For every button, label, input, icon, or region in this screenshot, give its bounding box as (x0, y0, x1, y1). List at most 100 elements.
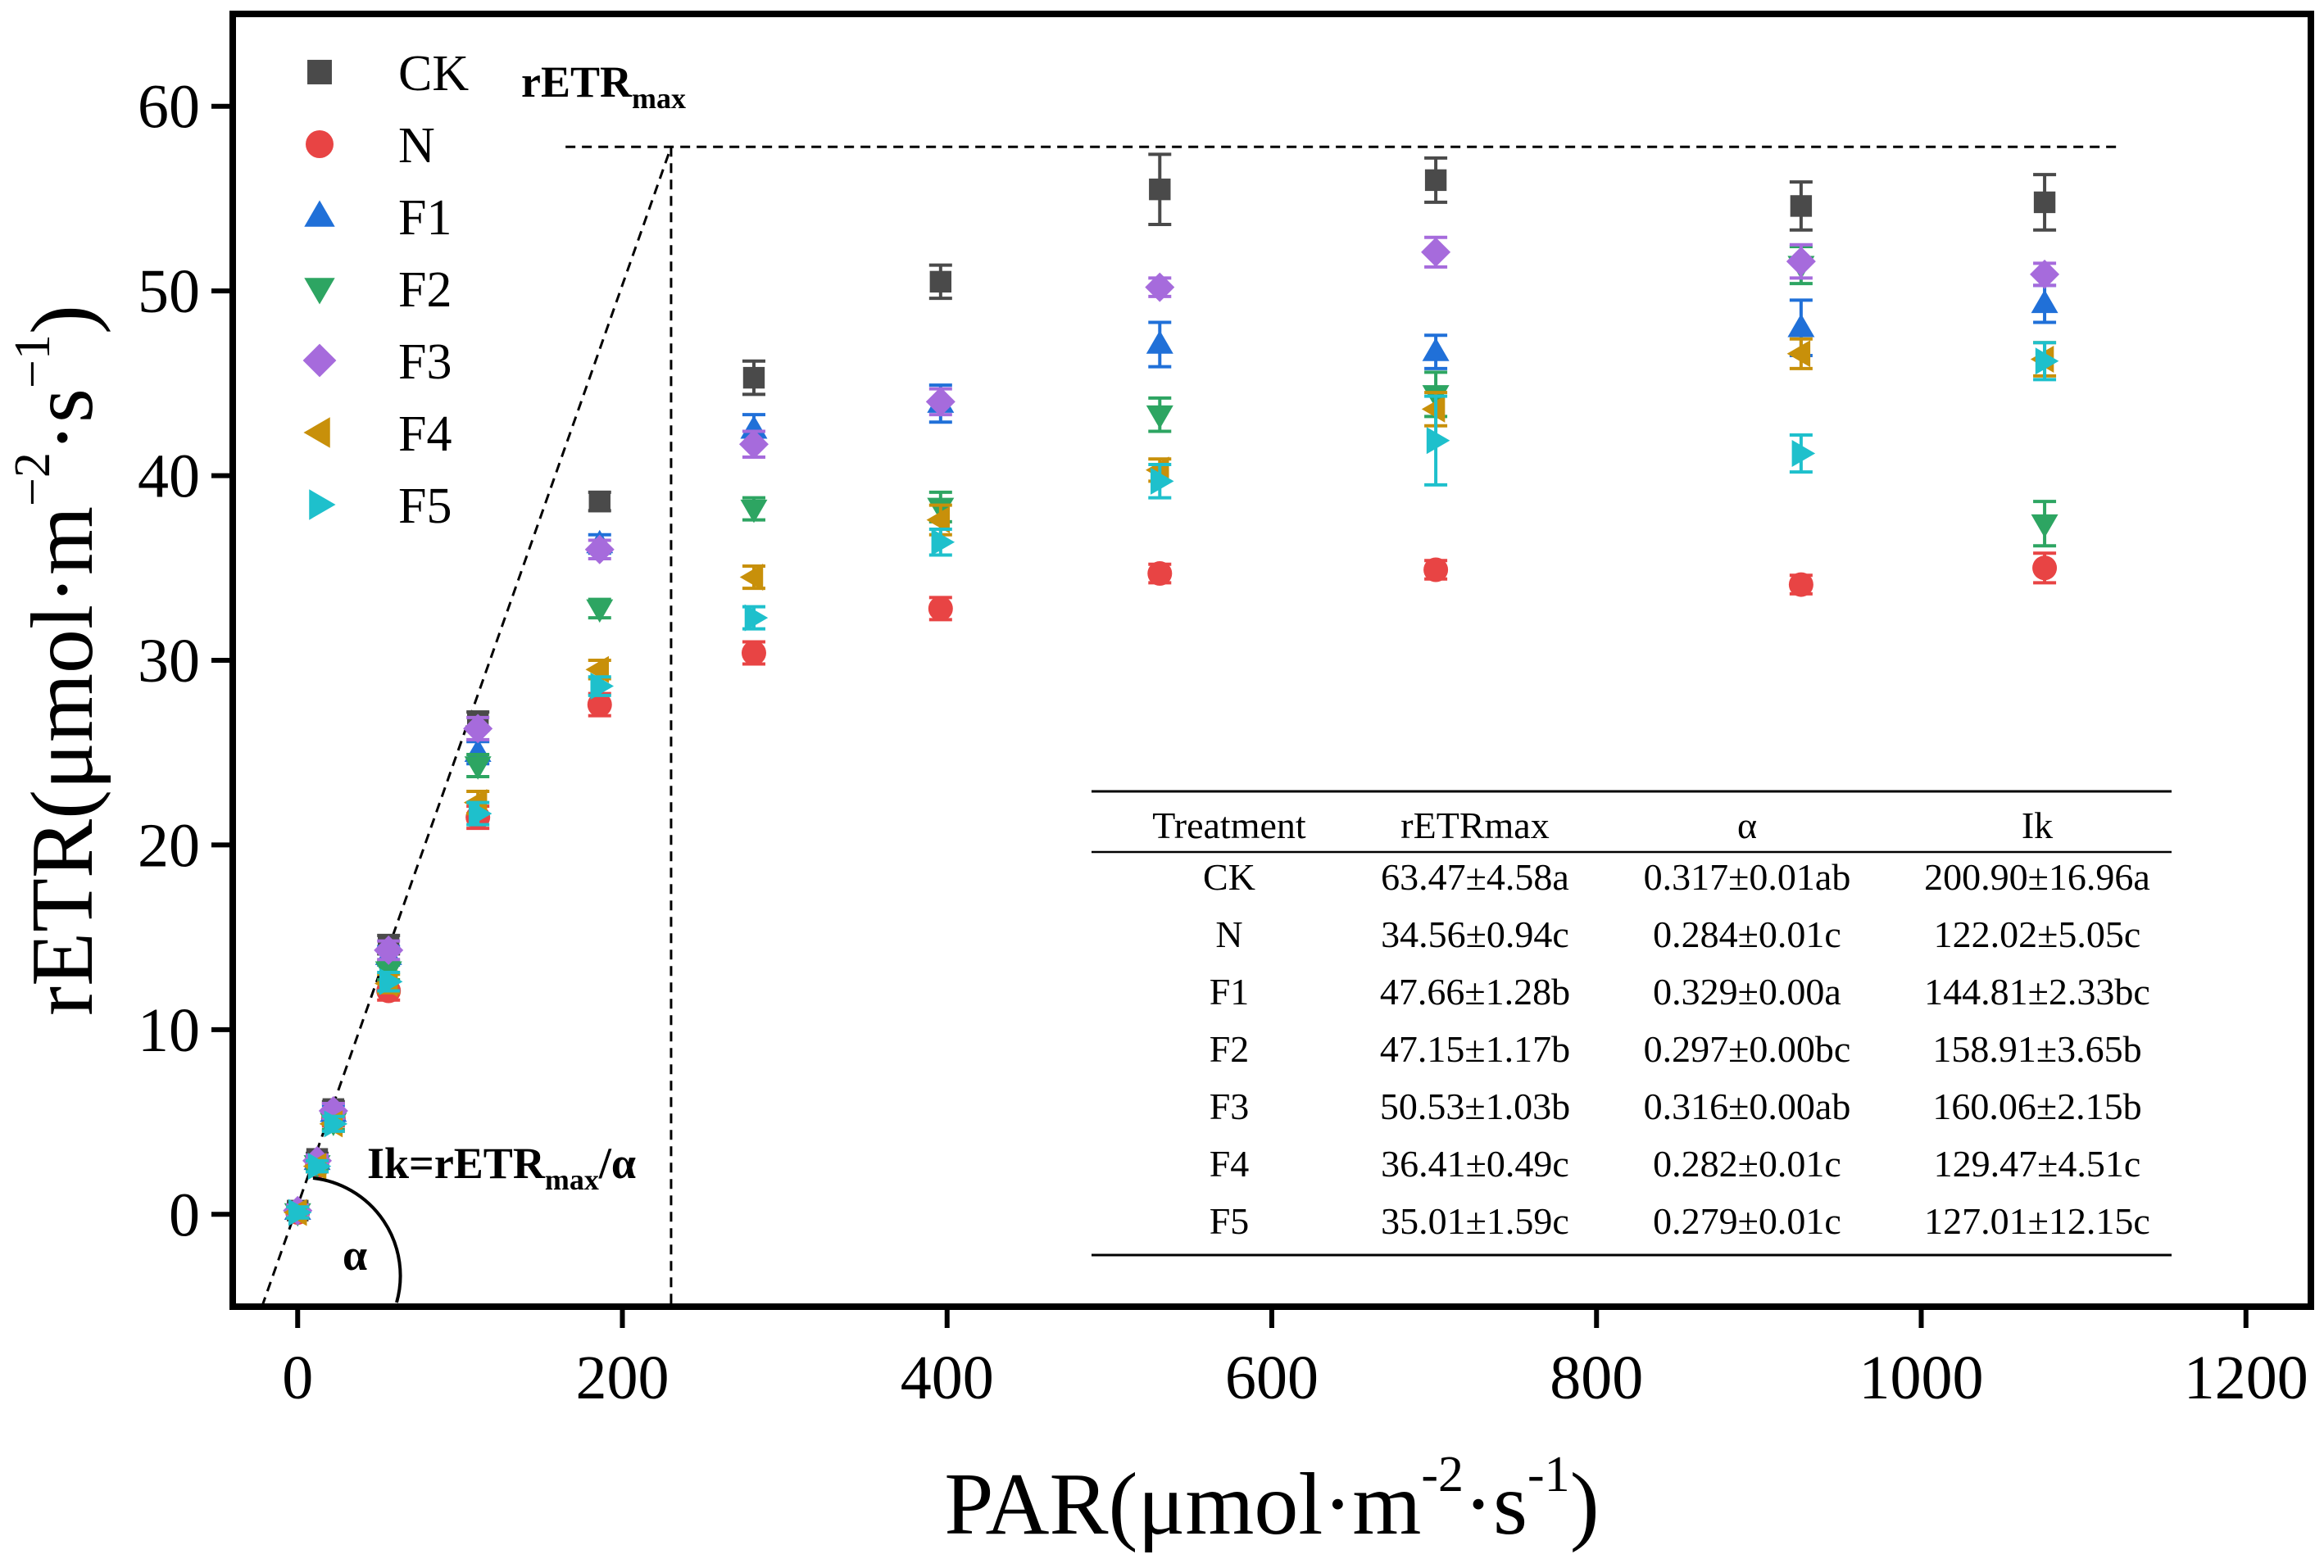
table-cell: 35.01±1.59c (1381, 1200, 1569, 1242)
data-point-n (741, 640, 766, 665)
legend-item-ck: CK (307, 46, 469, 102)
table-cell: F5 (1210, 1200, 1250, 1242)
table-cell: 144.81±2.33bc (1924, 971, 2150, 1013)
data-point-f3 (2030, 259, 2060, 289)
x-tick-label: 200 (576, 1344, 670, 1412)
data-point-f2 (2031, 514, 2058, 538)
legend-marker-ck (307, 60, 332, 84)
data-point-f2 (464, 756, 492, 780)
data-point-f3 (1786, 247, 1816, 277)
table-cell: 129.47±4.51c (1934, 1143, 2141, 1185)
data-point-f4 (1786, 340, 1811, 368)
data-point-ck (1149, 178, 1171, 201)
table-cell: 34.56±0.94c (1381, 913, 1569, 955)
table-cell: F3 (1210, 1085, 1250, 1127)
legend-item-f4: F4 (303, 406, 452, 462)
legend-label: F4 (398, 406, 452, 462)
y-tick-label: 10 (138, 996, 200, 1065)
y-tick-label: 30 (138, 627, 200, 696)
data-point-f3 (463, 714, 493, 744)
alpha-annotation: α (343, 1230, 367, 1280)
data-point-f4 (739, 564, 764, 591)
data-point-n (1147, 561, 1173, 587)
summary-table: Treatment rETRmax α Ik CK 63.47±4.58a 0.317±0.… (1092, 790, 2172, 1257)
table-cell: 127.01±12.15c (1924, 1200, 2150, 1242)
legend-marker-f3 (302, 343, 337, 378)
table-cell: 160.06±2.15b (1932, 1085, 2141, 1127)
table-cell: F4 (1210, 1143, 1250, 1185)
legend-label: F2 (398, 262, 452, 318)
table-header-row: Treatment rETRmax α Ik (1152, 804, 2053, 846)
data-point-ck (1424, 169, 1447, 192)
data-point-f2 (1146, 405, 1173, 429)
data-point-f2 (586, 599, 614, 623)
data-point-ck (929, 270, 952, 293)
data-point-f3 (374, 935, 404, 965)
data-point-f5 (324, 1110, 348, 1138)
table-row: F5 35.01±1.59c 0.279±0.01c 127.01±12.15c (1210, 1200, 2150, 1242)
table-cell: 50.53±1.03b (1380, 1085, 1570, 1127)
data-point-n (2032, 555, 2058, 581)
table-cell: 63.47±4.58a (1381, 856, 1569, 898)
x-tick-label: 1000 (1859, 1344, 1984, 1412)
table-cell: 200.90±16.96a (1924, 856, 2150, 898)
data-point-f1 (2031, 289, 2058, 314)
data-point-f1 (1146, 330, 1173, 354)
series-layer (283, 152, 2060, 1227)
legend-label: F5 (398, 478, 452, 534)
y-tick-label: 40 (138, 442, 200, 511)
data-point-ck (742, 366, 765, 389)
table-row: N 34.56±0.94c 0.284±0.01c 122.02±5.05c (1215, 913, 2140, 955)
series-f3 (283, 235, 2060, 1226)
y-axis-title: rETR(μmol·m−2·s−1) (5, 305, 111, 1016)
table-row: F4 36.41±0.49c 0.282±0.01c 129.47±4.51c (1210, 1143, 2141, 1185)
legend-marker-f5 (309, 489, 336, 520)
series-f5 (286, 341, 2059, 1226)
y-tick-label: 20 (138, 811, 200, 880)
retrmax-annotation: rETRmax (521, 57, 686, 115)
y-tick-label: 0 (169, 1181, 200, 1249)
data-point-ck (1790, 195, 1813, 217)
table-cell: F1 (1210, 971, 1250, 1013)
axes-layer: 0 200 400 600 800 1000 1200 0 10 20 30 40 50 60 (138, 73, 2308, 1412)
legend-label: F3 (398, 334, 452, 390)
x-tick-label: 600 (1225, 1344, 1319, 1412)
legend-label: N (398, 118, 435, 174)
data-point-f3 (584, 534, 615, 564)
table-cell: 122.02±5.05c (1934, 913, 2141, 955)
data-point-n (1423, 557, 1449, 582)
data-point-f5 (1791, 440, 1816, 468)
table-cell: N (1215, 913, 1242, 955)
data-point-f1 (1422, 338, 1450, 361)
data-point-f5 (2035, 347, 2059, 375)
ik-annotation: Ik=rETRmax/α (367, 1139, 636, 1196)
table-cell: 0.284±0.01c (1653, 913, 1841, 955)
legend-item-f2: F2 (304, 262, 452, 318)
alpha-angle-arc (312, 1176, 402, 1303)
y-tick-label: 50 (138, 257, 200, 326)
data-point-f3 (1421, 237, 1451, 267)
data-point-f5 (379, 968, 403, 995)
table-cell: 47.15±1.17b (1380, 1028, 1570, 1070)
data-point-ck (2033, 191, 2056, 214)
table-row: F3 50.53±1.03b 0.316±0.00ab 160.06±2.15b (1210, 1085, 2142, 1127)
data-point-f3 (1145, 272, 1175, 302)
table-cell: 47.66±1.28b (1380, 971, 1570, 1013)
data-point-f2 (740, 499, 768, 523)
data-point-ck (588, 490, 611, 513)
data-point-f5 (468, 800, 492, 827)
data-point-f3 (925, 387, 955, 417)
table-header-cell: rETRmax (1400, 804, 1549, 846)
table-cell: 0.316±0.00ab (1644, 1085, 1851, 1127)
table-row: F2 47.15±1.17b 0.297±0.00bc 158.91±3.65b (1210, 1028, 2142, 1070)
legend-marker-f2 (304, 278, 335, 305)
table-cell: 0.329±0.00a (1653, 971, 1841, 1013)
data-point-f5 (931, 528, 955, 556)
x-tick-label: 1200 (2184, 1344, 2308, 1412)
table-cell: 36.41±0.49c (1381, 1143, 1569, 1185)
x-tick-label: 400 (901, 1344, 994, 1412)
table-header-cell: α (1737, 804, 1757, 846)
table-cell: F2 (1210, 1028, 1250, 1070)
table-cell: 0.317±0.01ab (1644, 856, 1851, 898)
